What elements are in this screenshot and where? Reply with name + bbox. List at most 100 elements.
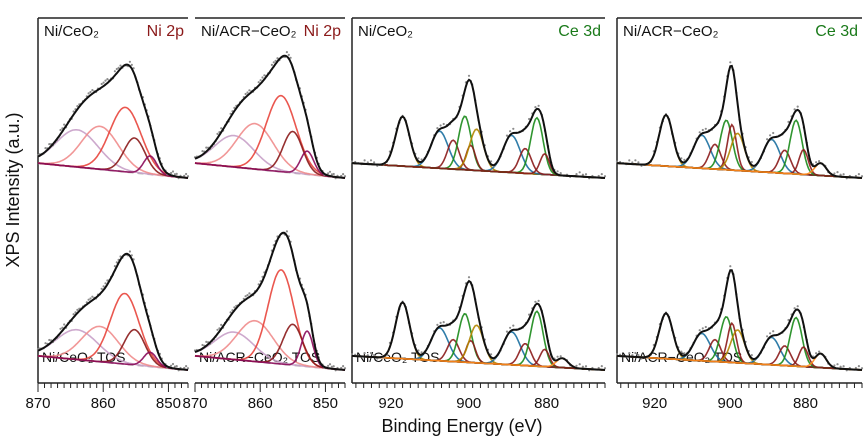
x-tick-label: 920: [378, 395, 403, 412]
raw-point: [276, 57, 279, 60]
raw-point: [509, 326, 512, 329]
raw-point: [436, 323, 439, 326]
raw-point: [581, 365, 585, 368]
raw-point: [578, 171, 581, 174]
fit-envelope: [37, 63, 189, 179]
raw-point: [634, 159, 637, 162]
x-tick-label: 860: [91, 395, 116, 412]
panel-ni2p-acr-ceo2: 870 860 850 Ni 2p Ni/ACR−CeO₂ Ni/ACR−CeO₂ TOS: [182, 17, 347, 412]
raw-point: [417, 157, 420, 160]
raw-point: [259, 79, 262, 82]
panel-title: Ce 3d: [558, 23, 601, 40]
raw-point: [467, 74, 471, 77]
raw-point: [796, 305, 799, 308]
raw-point: [220, 127, 223, 130]
raw-point: [442, 122, 445, 126]
raw-point: [106, 279, 109, 282]
panel-title: Ni 2p: [304, 23, 341, 40]
raw-point: [233, 306, 236, 309]
raw-point: [170, 171, 173, 175]
raw-point: [274, 59, 277, 62]
raw-point: [769, 332, 772, 335]
raw-point: [729, 265, 732, 268]
raw-point: [603, 175, 607, 178]
raw-point: [363, 352, 366, 355]
raw-point: [373, 354, 376, 357]
raw-point: [860, 367, 864, 370]
raw-point: [796, 105, 799, 108]
raw-point: [74, 311, 77, 314]
raw-point: [119, 64, 122, 67]
raw-point: [248, 292, 251, 295]
raw-point: [205, 340, 208, 343]
raw-point: [87, 92, 90, 95]
raw-point: [100, 82, 103, 86]
x-tick-label: 880: [793, 395, 818, 412]
raw-point: [89, 90, 92, 94]
raw-point: [575, 173, 578, 176]
x-tick-label: 880: [534, 395, 559, 412]
peak-u3: [351, 115, 606, 179]
raw-point: [512, 127, 515, 130]
raw-point: [512, 324, 515, 327]
raw-point: [340, 366, 343, 370]
raw-point: [556, 355, 559, 358]
raw-point: [420, 158, 423, 161]
raw-point: [818, 350, 821, 353]
raw-point: [537, 104, 540, 107]
raw-point: [342, 173, 345, 176]
raw-point: [578, 363, 581, 366]
raw-point: [631, 354, 634, 357]
raw-point: [680, 350, 683, 353]
raw-point: [793, 307, 796, 310]
x-tick-label: 850: [313, 395, 338, 412]
raw-point: [332, 172, 335, 176]
raw-point: [343, 367, 347, 370]
fit-envelope: [351, 279, 606, 371]
raw-point: [183, 174, 186, 177]
raw-point: [216, 328, 219, 331]
x-tick-label: 850: [156, 395, 181, 412]
raw-point: [373, 161, 376, 164]
raw-point: [597, 174, 600, 178]
raw-point: [366, 161, 369, 164]
raw-point: [509, 130, 512, 133]
raw-point: [76, 105, 79, 108]
raw-point: [257, 81, 260, 84]
raw-point: [637, 161, 640, 164]
raw-point: [603, 367, 607, 370]
raw-point: [104, 282, 107, 285]
raw-point: [628, 352, 631, 355]
raw-point: [772, 131, 775, 135]
raw-point: [528, 117, 531, 121]
raw-point: [766, 138, 769, 141]
raw-point: [233, 106, 236, 109]
raw-point: [285, 51, 288, 54]
x-tick-label: 900: [718, 395, 743, 412]
raw-point: [128, 250, 131, 253]
raw-point: [186, 367, 190, 370]
raw-point: [289, 56, 292, 59]
raw-point: [490, 160, 493, 163]
raw-point: [263, 74, 266, 77]
raw-point: [439, 124, 442, 127]
raw-point: [128, 60, 131, 63]
raw-point: [63, 323, 66, 326]
raw-point: [100, 287, 103, 290]
raw-point: [363, 159, 366, 162]
panel-title: Ce 3d: [815, 23, 858, 40]
raw-point: [442, 321, 445, 324]
raw-point: [61, 326, 64, 329]
raw-point: [584, 173, 588, 176]
raw-point: [729, 61, 732, 64]
raw-point: [704, 127, 707, 130]
raw-point: [505, 330, 509, 333]
x-tick-label: 870: [25, 395, 50, 412]
raw-point: [229, 311, 232, 314]
raw-point: [104, 79, 107, 82]
raw-point: [833, 172, 836, 175]
raw-point: [854, 366, 858, 370]
